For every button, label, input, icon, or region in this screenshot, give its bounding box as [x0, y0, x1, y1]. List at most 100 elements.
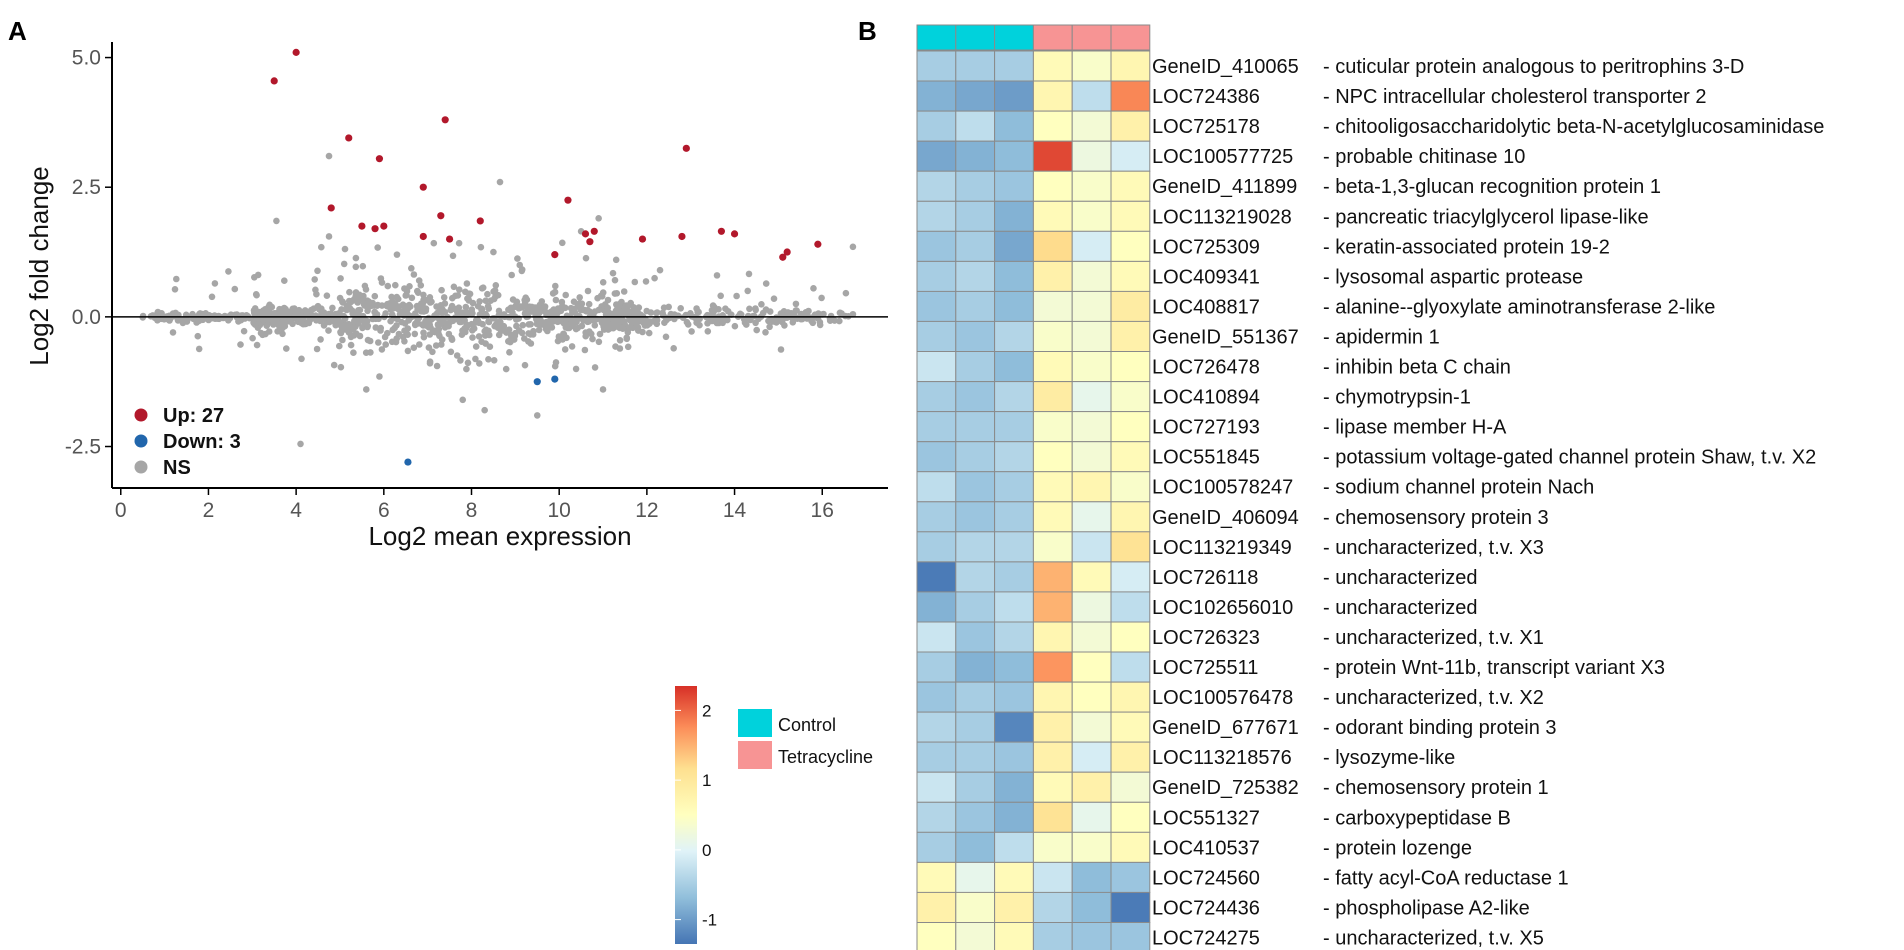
heatmap-cell — [916, 621, 957, 653]
heatmap-cell — [916, 411, 957, 443]
ns-point — [758, 301, 765, 308]
ns-point — [836, 317, 843, 325]
up-point — [678, 232, 686, 241]
heatmap-cell — [1071, 922, 1112, 950]
ns-point — [591, 364, 599, 371]
ns-point — [611, 276, 619, 284]
ns-point — [329, 304, 336, 312]
ns-point — [541, 303, 549, 310]
ns-point — [561, 346, 569, 353]
gene-description-label: - chymotrypsin-1 — [1323, 387, 1471, 409]
ns-outlier-point — [362, 386, 370, 393]
heatmap-cell — [994, 861, 1034, 894]
ns-point — [436, 307, 444, 314]
ns-point — [753, 326, 760, 334]
ns-point — [450, 283, 458, 291]
ns-point — [554, 337, 562, 345]
panel-a: A 0 2 4 6 8 10 12 14 16 -2.5 0.0 2.5 5.0 Log2 mean … — [8, 16, 888, 551]
ns-point — [430, 314, 438, 322]
up-point — [327, 204, 335, 212]
heatmap-cell — [1032, 351, 1073, 383]
ns-point — [478, 306, 486, 314]
ns-outlier-point — [297, 440, 304, 448]
y-tick-label: 2.5 — [72, 176, 101, 199]
ns-point — [591, 316, 599, 324]
legend-swatch-tetracycline — [738, 741, 772, 769]
heatmap-cell — [994, 351, 1034, 383]
heatmap-cell — [1071, 561, 1112, 593]
ns-point — [420, 333, 428, 341]
ns-point — [521, 335, 528, 342]
ns-point — [457, 357, 464, 364]
ns-point — [447, 348, 455, 356]
ns-point — [485, 356, 492, 363]
heatmap-cell — [1071, 741, 1112, 773]
ns-point — [571, 305, 578, 313]
ns-point — [588, 330, 595, 338]
gene-id-label: LOC724275 — [1152, 928, 1260, 950]
heatmap-cell — [1071, 140, 1112, 172]
heatmap-cell — [994, 290, 1034, 322]
colorbar-ticks: -1 0 1 2 — [675, 701, 717, 930]
heatmap-cell — [994, 831, 1034, 863]
gene-id-label: LOC100577725 — [1152, 146, 1293, 168]
ns-point — [359, 262, 367, 270]
ns-point — [709, 302, 717, 309]
ns-point — [752, 305, 759, 312]
heatmap-cell — [994, 50, 1034, 82]
ns-point — [777, 346, 785, 353]
up-point — [441, 116, 449, 124]
ns-point — [323, 292, 331, 300]
ns-point — [693, 305, 700, 312]
ns-point — [464, 359, 472, 367]
ns-point — [449, 294, 456, 302]
gene-id-label: LOC724436 — [1152, 897, 1260, 919]
ns-point — [399, 301, 407, 309]
ns-point — [371, 292, 379, 300]
gene-id-label: GeneID_551367 — [1152, 327, 1299, 349]
ns-point — [318, 243, 325, 251]
gene-description-label: - chemosensory protein 3 — [1323, 507, 1549, 529]
heatmap-cell — [955, 80, 996, 112]
ns-outlier-point — [459, 396, 467, 404]
ns-point — [745, 270, 753, 278]
heatmap-cell — [916, 290, 957, 322]
ns-point — [416, 341, 423, 348]
ns-point — [521, 361, 529, 369]
ns-point — [814, 314, 822, 322]
ns-point — [631, 310, 638, 318]
ns-point — [631, 278, 639, 286]
heatmap-cell — [916, 501, 957, 533]
heatmap-cell — [994, 651, 1034, 683]
legend-label-control: Control — [778, 715, 836, 735]
down-point — [551, 375, 559, 383]
heatmap-cell — [1110, 290, 1151, 322]
ns-point — [341, 245, 349, 253]
legend-label-down: Down: 3 — [163, 431, 241, 453]
gene-description-label: - fatty acyl-CoA reductase 1 — [1323, 867, 1569, 889]
up-point — [437, 212, 445, 220]
heatmap-cell — [955, 260, 996, 292]
heatmap-cell — [1071, 290, 1112, 322]
ns-point — [253, 314, 261, 322]
ns-point — [378, 279, 386, 286]
group-cell-control — [916, 24, 957, 51]
ns-point — [461, 317, 469, 324]
ns-point — [276, 310, 284, 318]
ns-point — [647, 309, 655, 316]
ns-point — [387, 317, 394, 325]
heatmap-cell — [955, 801, 996, 833]
ns-point — [298, 319, 305, 327]
heatmap-cell — [1032, 711, 1073, 743]
ns-point — [173, 275, 180, 283]
panel-label-b: B — [858, 16, 877, 46]
ns-point — [320, 322, 328, 329]
heatmap-cell — [1071, 801, 1112, 833]
ns-point — [347, 333, 355, 341]
gene-description-label: - lipase member H-A — [1323, 417, 1507, 439]
ns-point — [421, 296, 429, 304]
ns-outlier-point — [516, 261, 524, 269]
up-point — [551, 251, 559, 259]
ns-point — [535, 326, 543, 334]
